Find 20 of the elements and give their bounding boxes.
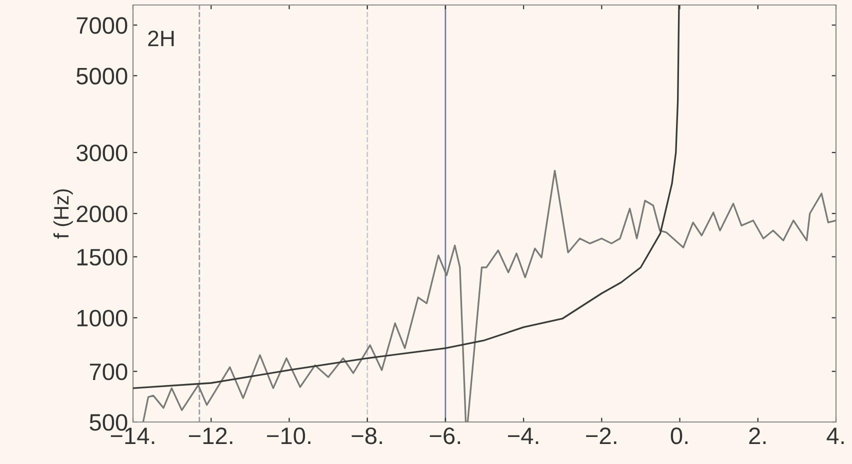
annotation: 2H bbox=[148, 30, 174, 46]
x-tick-label: −12. bbox=[188, 427, 232, 444]
x-tick-label: −8. bbox=[352, 427, 382, 444]
x-tick-label: 4. bbox=[826, 428, 844, 444]
line-series bbox=[133, 5, 680, 390]
x-tick-label: −6. bbox=[430, 427, 460, 444]
x-tick-label: −4. bbox=[508, 428, 538, 444]
x-tick-label: −2. bbox=[586, 427, 616, 444]
x-tick-label: 0. bbox=[670, 427, 688, 444]
y-axis-title: f (Hz) bbox=[53, 189, 73, 239]
y-tick-label: 1500 bbox=[77, 248, 128, 266]
line-series bbox=[142, 170, 836, 422]
y-tick-label: 7000 bbox=[76, 17, 128, 34]
x-tick-label: −10. bbox=[267, 427, 310, 444]
y-tick-label: 700 bbox=[90, 363, 128, 380]
y-tick-label: 3000 bbox=[76, 144, 128, 162]
y-tick-label: 2000 bbox=[76, 206, 128, 222]
y-tick-label: 1000 bbox=[77, 310, 128, 327]
y-tick-label: 5000 bbox=[76, 68, 128, 84]
x-tick-label: 2. bbox=[749, 427, 766, 444]
